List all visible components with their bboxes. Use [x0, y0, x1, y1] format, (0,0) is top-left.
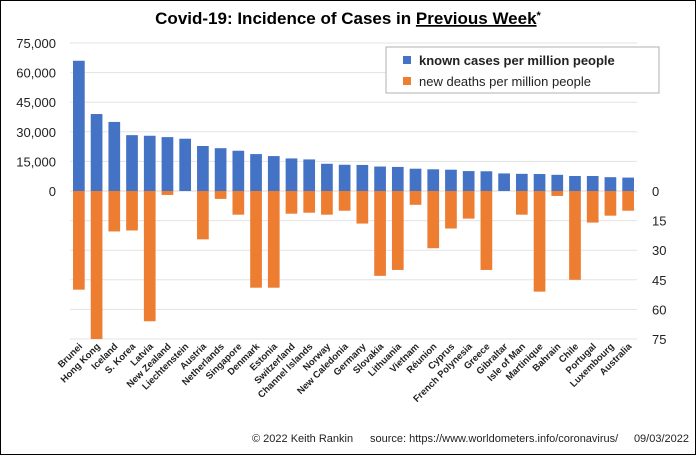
bar-deaths: [586, 191, 599, 223]
bar-deaths: [214, 191, 227, 199]
bar-cases: [161, 137, 174, 191]
bar-cases: [498, 173, 510, 191]
bar-deaths: [303, 191, 316, 213]
bar-cases: [126, 135, 138, 191]
bar-cases: [356, 164, 369, 191]
bar-cases: [267, 156, 280, 191]
bar-deaths: [604, 191, 617, 216]
bar-deaths: [409, 191, 422, 205]
right-tick-label: 45: [652, 273, 666, 288]
left-tick-label: 45,000: [16, 95, 56, 110]
bar-deaths: [267, 191, 280, 288]
bar-cases: [232, 150, 245, 191]
bar-cases: [586, 176, 599, 191]
bar-cases: [179, 138, 192, 191]
bar-cases: [409, 168, 422, 191]
bar-deaths: [569, 191, 581, 280]
bar-cases: [90, 114, 103, 191]
bar-deaths: [161, 191, 174, 195]
bar-cases: [338, 164, 351, 191]
bar-deaths: [73, 191, 85, 290]
right-tick-label: 15: [652, 214, 666, 229]
bar-deaths: [551, 191, 564, 196]
title-underlined: Previous Week: [416, 9, 537, 28]
bar-cases: [604, 177, 617, 191]
bar-cases: [462, 171, 475, 191]
title-asterisk: *: [537, 10, 542, 22]
right-tick-label: 60: [652, 302, 666, 317]
chart-title: Covid-19: Incidence of Cases in Previous…: [155, 9, 541, 28]
bar-deaths: [356, 191, 369, 224]
bar-deaths: [374, 191, 386, 276]
bar-cases: [143, 135, 156, 191]
legend-swatch-deaths: [403, 77, 411, 85]
bar-deaths: [338, 191, 351, 211]
bar-deaths: [90, 191, 103, 339]
bar-cases: [427, 169, 440, 191]
left-tick-label: 60,000: [16, 66, 56, 81]
bar-deaths: [108, 191, 121, 232]
bar-deaths: [533, 191, 546, 292]
right-tick-label: 0: [652, 184, 659, 199]
footer-date: 09/03/2022: [634, 433, 689, 445]
bar-cases: [551, 174, 564, 191]
bar-cases: [569, 176, 581, 191]
left-tick-label: 0: [49, 184, 56, 199]
bar-deaths: [622, 191, 634, 211]
legend-swatch-cases: [403, 56, 411, 64]
bar-deaths: [321, 191, 333, 215]
bar-cases: [480, 171, 493, 191]
bar-cases: [197, 146, 209, 191]
bar-deaths: [197, 191, 209, 240]
bar-cases: [73, 60, 85, 192]
bar-deaths: [427, 191, 440, 249]
bar-cases: [622, 177, 634, 191]
bar-cases: [374, 166, 386, 191]
bar-cases: [321, 163, 333, 191]
left-tick-label: 75,000: [16, 36, 56, 51]
left-axis-ticks: 0 15,000 30,000 45,000 60,000 75,000: [16, 36, 56, 199]
bar-cases: [303, 159, 316, 191]
bar-cases: [214, 148, 227, 191]
bar-cases: [445, 169, 457, 191]
bar-deaths: [232, 191, 245, 215]
bar-deaths: [515, 191, 528, 215]
bar-deaths: [143, 191, 156, 322]
legend-label-cases: known cases per million people: [419, 53, 615, 68]
bar-cases: [285, 158, 298, 191]
footer-source: source: https://www.worldometers.info/co…: [370, 433, 619, 445]
legend-box: [385, 46, 660, 94]
title-main: Covid-19: Incidence of Cases in: [155, 9, 416, 28]
legend-label-deaths: new deaths per million people: [419, 74, 591, 89]
bar-cases: [250, 154, 262, 191]
left-tick-label: 30,000: [16, 125, 56, 140]
bar-cases: [533, 174, 546, 191]
bar-cases: [515, 173, 528, 191]
right-axis-ticks: 0 15 30 45 60 75: [652, 184, 666, 347]
bar-deaths: [285, 191, 298, 214]
bar-cases: [391, 166, 404, 191]
bar-deaths: [480, 191, 493, 270]
left-tick-label: 15,000: [16, 154, 56, 169]
bar-deaths: [462, 191, 475, 219]
bar-deaths: [391, 191, 404, 270]
bar-deaths: [250, 191, 262, 288]
bar-cases: [108, 121, 121, 191]
right-tick-label: 75: [652, 332, 666, 347]
legend: known cases per million people new death…: [385, 46, 660, 94]
bars: [73, 60, 634, 339]
bar-deaths: [445, 191, 457, 229]
footer-copyright: © 2022 Keith Rankin: [252, 433, 353, 445]
bar-deaths: [126, 191, 138, 231]
right-tick-label: 30: [652, 243, 666, 258]
